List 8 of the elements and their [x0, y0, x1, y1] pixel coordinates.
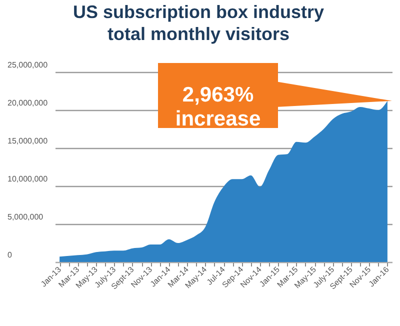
y-tick-label: 10,000,000 [8, 174, 48, 184]
y-tick-label: 0 [8, 250, 12, 260]
y-tick-label: 20,000,000 [8, 98, 48, 108]
chart-title: US subscription box industry total monthly visitors [72, 2, 324, 44]
y-tick-label: 5,000,000 [8, 212, 44, 222]
annotation: 2,963% increase [175, 84, 261, 130]
y-tick-label: 15,000,000 [8, 136, 48, 146]
y-tick-label: 25,000,000 [8, 60, 48, 70]
